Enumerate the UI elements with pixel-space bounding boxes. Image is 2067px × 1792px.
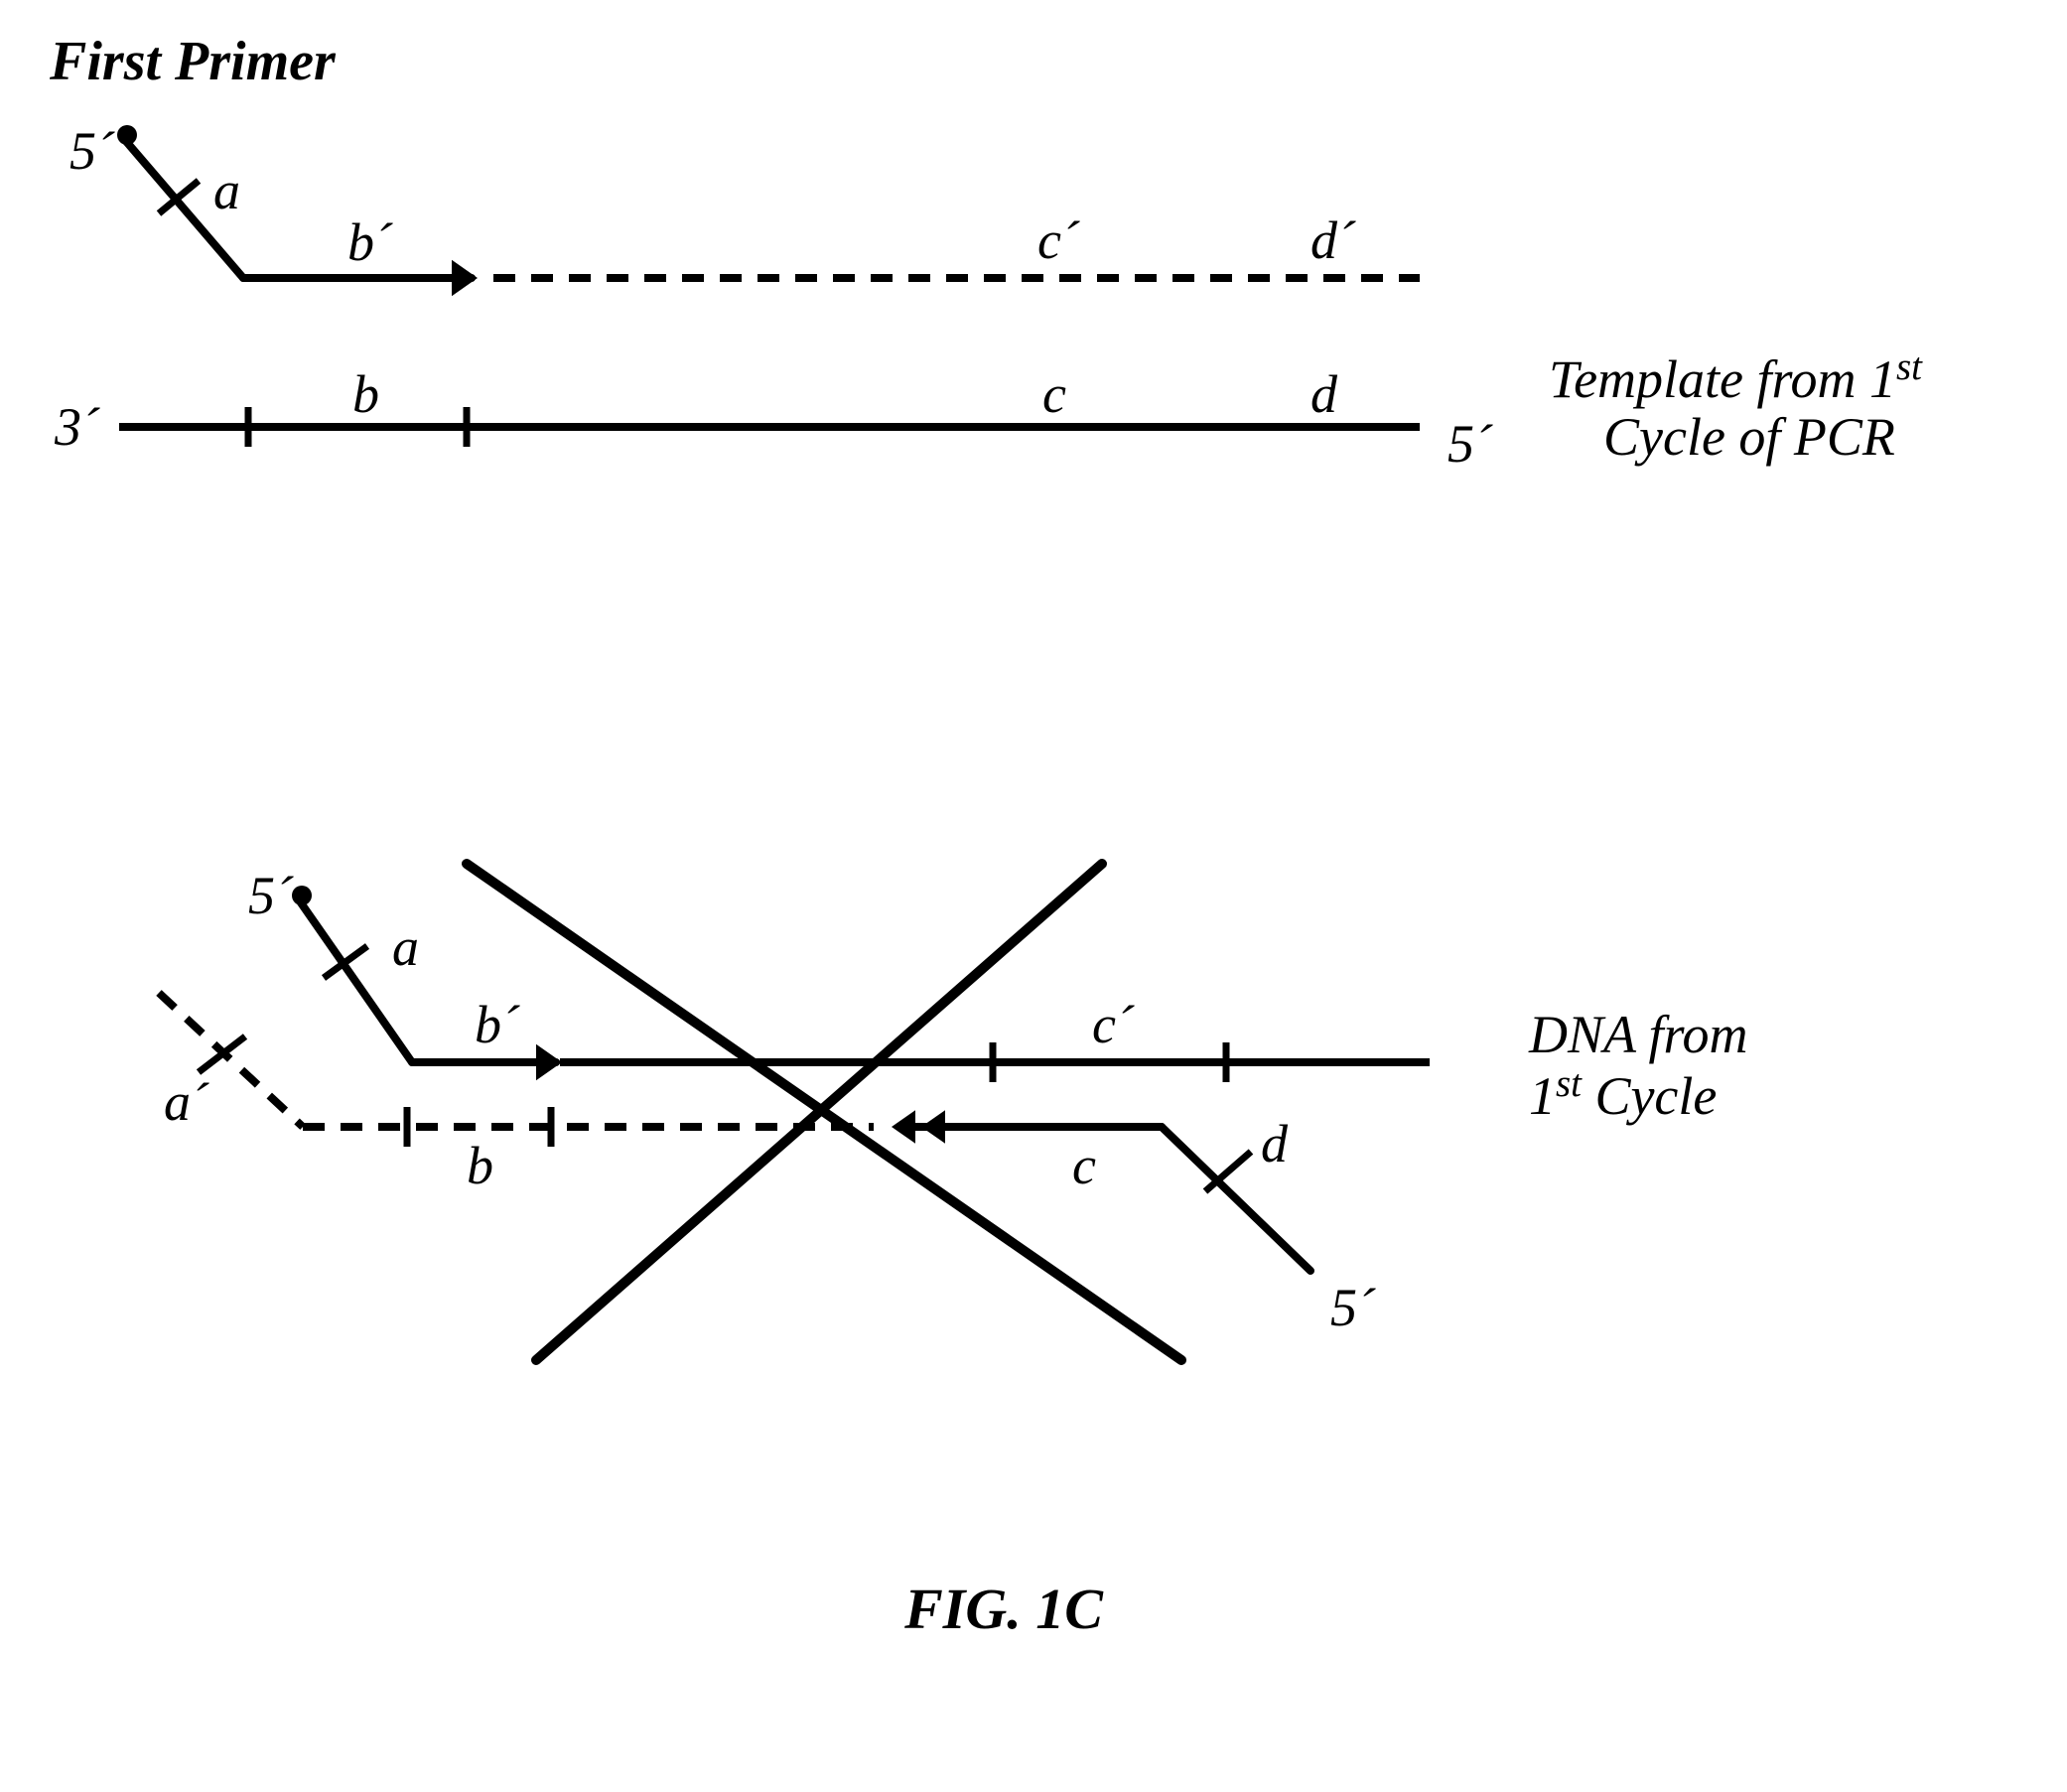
label-d: d: [1310, 364, 1338, 424]
right-label-2: Cycle of PCR: [1603, 407, 1895, 467]
label-b: b: [352, 364, 379, 424]
five-prime-bottom: 5´: [1330, 1278, 1376, 1337]
title-first-primer: First Primer: [49, 31, 337, 92]
label-c: c: [1042, 364, 1066, 424]
label-a-prime: a´: [164, 1072, 209, 1132]
five-prime-label-template: 5´: [1447, 414, 1493, 474]
five-prime-top: 5´: [248, 866, 294, 925]
label-b-2: b: [467, 1136, 493, 1195]
right-label-dna-1: DNA from: [1528, 1005, 1748, 1064]
label-d-prime: d´: [1310, 210, 1356, 270]
template-right-label: Template from 1stCycle of PCR: [1549, 345, 1923, 467]
label-a: a: [213, 161, 240, 220]
figure-caption: FIG. 1C: [903, 1577, 1104, 1641]
pcr-diagram: First Primer 5´ a b´ c´ d´ 3´ b c d 5´ Template fro…: [0, 0, 2067, 1792]
label-d-2: d: [1261, 1114, 1289, 1173]
label-c-prime-2: c´: [1092, 995, 1135, 1054]
label-b-prime: b´: [347, 212, 393, 272]
five-prime-label: 5´: [69, 121, 115, 181]
label-c-2: c: [1072, 1136, 1096, 1195]
label-c-prime: c´: [1037, 210, 1080, 270]
label-a-2: a: [392, 917, 419, 977]
label-b-prime-2: b´: [475, 995, 520, 1054]
right-label-1: Template from 1st: [1549, 345, 1923, 409]
three-prime-label: 3´: [54, 397, 100, 457]
